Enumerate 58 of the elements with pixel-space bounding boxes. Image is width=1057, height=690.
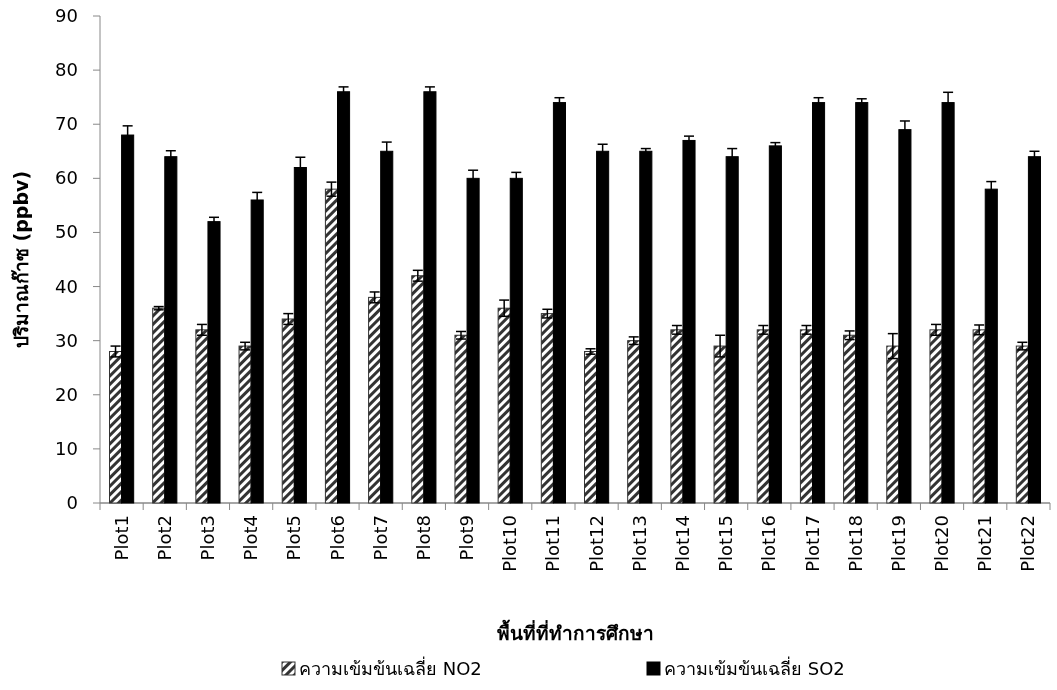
x-tick-label: Plot18 bbox=[844, 515, 866, 572]
bar bbox=[929, 329, 943, 504]
x-tick-label: Plot13 bbox=[628, 515, 650, 572]
y-tick-label: 20 bbox=[55, 383, 78, 405]
legend-label: ความเข้มข้นเฉลี่ย NO2 bbox=[299, 656, 482, 679]
bar bbox=[799, 329, 813, 504]
legend-label: ความเข้มข้นเฉลี่ย SO2 bbox=[664, 656, 845, 679]
bar bbox=[152, 307, 166, 504]
x-tick-label: Plot1 bbox=[110, 515, 132, 561]
bar bbox=[627, 340, 641, 504]
bar bbox=[324, 188, 338, 504]
bar bbox=[411, 275, 425, 504]
x-tick-label: Plot22 bbox=[1017, 515, 1039, 572]
y-tick-label: 30 bbox=[55, 329, 78, 351]
bar bbox=[972, 329, 986, 504]
bar bbox=[238, 345, 252, 504]
bar bbox=[670, 329, 684, 504]
x-tick-label: Plot17 bbox=[801, 515, 823, 572]
bar bbox=[454, 334, 468, 504]
y-tick-label: 0 bbox=[66, 492, 78, 513]
x-tick-label: Plot10 bbox=[499, 515, 521, 572]
x-tick-label: Plot5 bbox=[283, 515, 305, 561]
y-tick-label: 90 bbox=[55, 5, 78, 26]
bar bbox=[540, 313, 554, 504]
x-tick-label: Plot14 bbox=[671, 515, 693, 572]
bar bbox=[584, 350, 598, 504]
x-tick-label: Plot7 bbox=[369, 515, 391, 561]
y-tick-label: 70 bbox=[55, 113, 78, 135]
y-tick-label: 10 bbox=[55, 437, 78, 459]
x-tick-label: Plot21 bbox=[974, 515, 996, 572]
y-tick-label: 80 bbox=[55, 59, 78, 81]
bar bbox=[368, 296, 382, 504]
x-tick-label: Plot20 bbox=[931, 515, 953, 572]
bar bbox=[713, 345, 727, 504]
y-axis-title: ปริมาณก๊าซ (ppbv) bbox=[10, 170, 32, 349]
x-tick-label: Plot11 bbox=[542, 515, 564, 572]
x-tick-label: Plot3 bbox=[196, 515, 218, 561]
y-tick-label: 40 bbox=[55, 275, 78, 297]
bar bbox=[756, 329, 770, 504]
x-tick-label: Plot16 bbox=[758, 515, 780, 572]
y-tick-label: 60 bbox=[55, 167, 78, 189]
x-tick-label: Plot12 bbox=[585, 515, 607, 572]
bar bbox=[886, 345, 900, 504]
bar bbox=[195, 329, 209, 504]
x-axis-title: พื้นที่ที่ทำการศึกษา bbox=[496, 619, 654, 644]
bar bbox=[109, 350, 123, 504]
x-tick-label: Plot9 bbox=[456, 515, 478, 561]
x-tick-label: Plot2 bbox=[153, 515, 175, 561]
bar bbox=[843, 334, 857, 504]
y-tick-label: 50 bbox=[55, 221, 78, 243]
bar bbox=[497, 307, 511, 504]
x-tick-label: Plot19 bbox=[887, 515, 909, 572]
x-tick-label: Plot15 bbox=[715, 515, 737, 572]
bar bbox=[1015, 345, 1029, 504]
x-tick-label: Plot6 bbox=[326, 515, 348, 561]
x-tick-label: Plot4 bbox=[240, 515, 262, 561]
x-tick-label: Plot8 bbox=[412, 515, 434, 561]
bar bbox=[281, 318, 295, 504]
